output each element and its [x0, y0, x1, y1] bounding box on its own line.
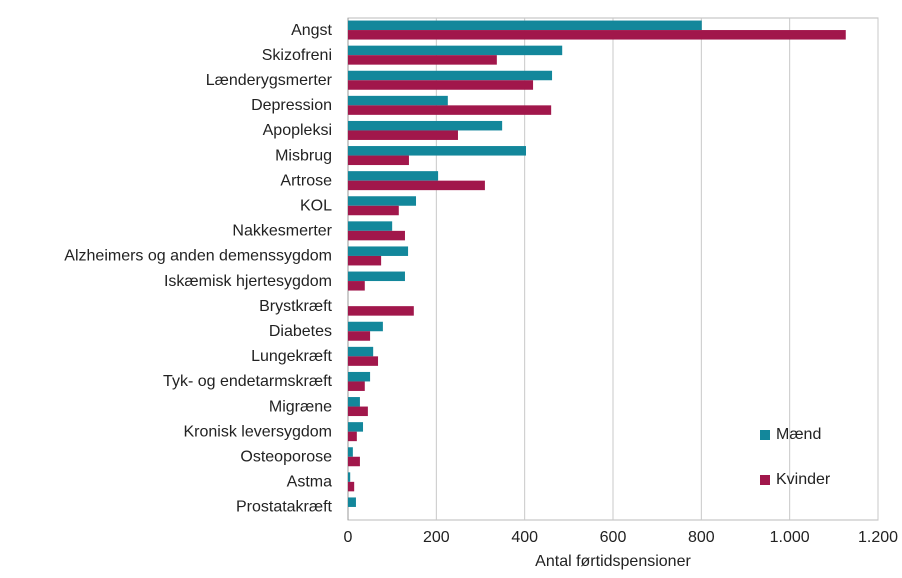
bar [348, 472, 351, 482]
y-tick-label: Astma [287, 474, 332, 491]
y-tick-label: Osteoporose [240, 448, 332, 465]
x-tick-label: 600 [600, 529, 627, 546]
y-tick-label: Apopleksi [263, 122, 332, 139]
bar [348, 456, 360, 467]
bar [348, 45, 563, 56]
y-tick-label: Diabetes [269, 323, 332, 340]
legend-label: Kvinder [776, 471, 831, 488]
bar [348, 422, 364, 432]
bar [348, 130, 458, 140]
legend-label: Mænd [776, 426, 821, 443]
bar [348, 481, 355, 492]
legend-swatch [760, 475, 770, 485]
y-tick-label: Migræne [269, 398, 332, 415]
x-tick-label: 1.200 [858, 529, 898, 546]
bar [348, 246, 409, 256]
bar [348, 70, 553, 81]
y-tick-label: Alzheimers og anden demenssygdom [64, 248, 332, 265]
y-tick-label: Angst [291, 22, 332, 39]
bar [348, 196, 417, 206]
bar [348, 30, 846, 40]
x-tick-label: 400 [511, 529, 538, 546]
bar [348, 171, 439, 181]
x-tick-label: 800 [688, 529, 715, 546]
y-tick-label: KOL [300, 197, 332, 214]
x-tick-label: 1.000 [770, 529, 810, 546]
x-tick-label: 200 [423, 529, 450, 546]
bar [348, 80, 534, 90]
y-tick-label: Kronisk leversygdom [184, 423, 333, 440]
y-tick-label: Depression [251, 97, 332, 114]
bar [348, 271, 405, 282]
bar [348, 55, 497, 65]
bar [348, 20, 702, 31]
bar [348, 406, 368, 417]
y-tick-label: Lungekræft [251, 348, 332, 365]
bar [348, 346, 374, 357]
bar [348, 146, 526, 156]
bar [348, 381, 365, 391]
bar [348, 120, 503, 131]
y-tick-label: Prostatakræft [236, 499, 333, 516]
bar [348, 255, 382, 266]
bar [348, 497, 356, 507]
y-tick-label: Artrose [280, 172, 332, 189]
x-axis-label: Antal førtidspensioner [535, 553, 691, 570]
bar [348, 356, 379, 366]
y-tick-label: Skizofreni [262, 47, 332, 64]
bar [348, 371, 371, 382]
x-tick-label: 0 [344, 529, 353, 546]
bar [348, 230, 405, 241]
bar [348, 331, 371, 341]
bar [348, 221, 393, 231]
bar [348, 205, 399, 216]
y-tick-label: Nakkesmerter [232, 223, 332, 240]
bar [348, 180, 485, 191]
legend-swatch [760, 430, 770, 440]
bar [348, 95, 448, 106]
bar [348, 447, 353, 457]
bar [348, 431, 357, 442]
y-tick-label: Brystkræft [259, 298, 332, 315]
bar [348, 306, 414, 316]
bar [348, 281, 365, 291]
bar [348, 321, 383, 332]
y-tick-label: Tyk- og endetarmskræft [163, 373, 333, 390]
bar [348, 397, 360, 407]
bar [348, 105, 552, 115]
bar [348, 155, 409, 166]
y-tick-label: Misbrug [275, 147, 332, 164]
y-tick-label: Iskæmisk hjertesygdom [164, 273, 332, 290]
y-tick-label: Lænderygsmerter [206, 72, 333, 89]
